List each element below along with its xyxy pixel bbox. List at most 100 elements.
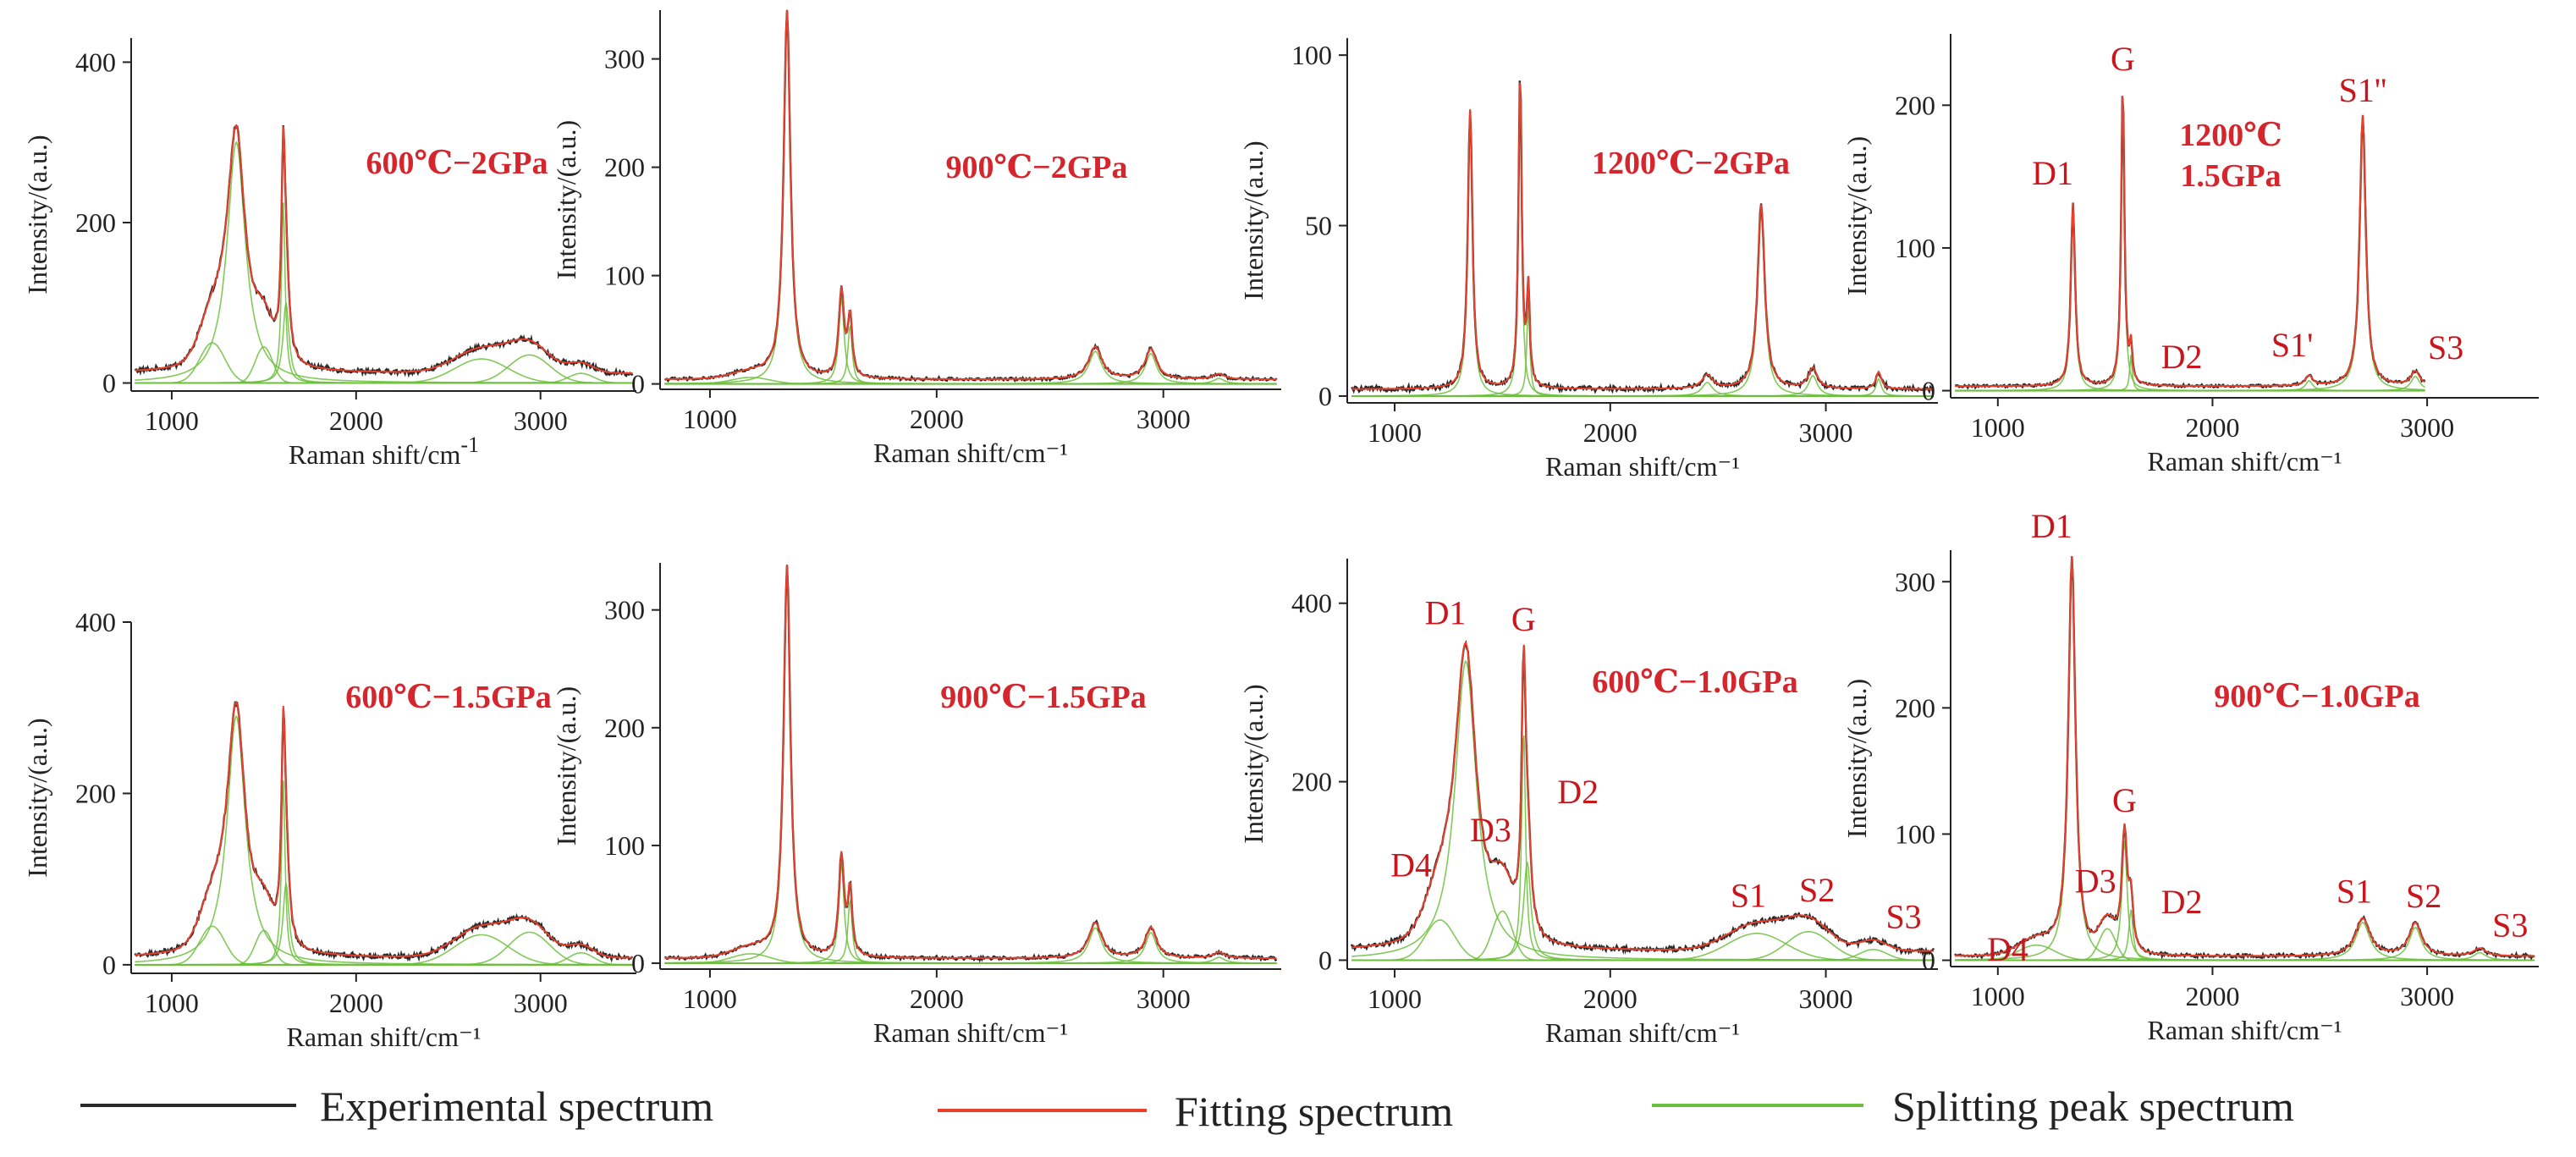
x-tick-label: 3000 xyxy=(1799,983,1853,1014)
panel-5: 1000 2000 3000 0 200 400 Raman shift/cm⁻¹ Inten… xyxy=(22,607,636,1052)
peak-label-s3: S3 xyxy=(1885,897,1921,935)
y-tick-label: 400 xyxy=(75,47,116,77)
panel-title: 900℃−2GPa xyxy=(946,150,1128,185)
legend-label-split: Splitting peak spectrum xyxy=(1892,1083,2294,1130)
splitting-peak-3 xyxy=(135,929,633,966)
splitting-peak-6 xyxy=(1351,374,1934,397)
panel-title: 1200℃ xyxy=(2179,118,2282,153)
x-tick-label: 1000 xyxy=(1368,983,1422,1014)
y-axis-label: Intensity/(a.u.) xyxy=(1238,140,1269,300)
fitting-spectrum xyxy=(664,565,1277,960)
splitting-peak-2 xyxy=(664,15,1277,385)
x-tick-label: 2000 xyxy=(1583,983,1638,1014)
peak-label-d2: D2 xyxy=(2161,338,2203,376)
panel-2: 1000 2000 3000 0 100 200 300 Raman shift/cm⁻¹ In… xyxy=(551,9,1281,468)
panel-title: 600℃−2GPa xyxy=(366,146,548,181)
splitting-peak-7 xyxy=(135,931,633,966)
panel-1: 1000 2000 3000 0 200 400 Raman shift/cm-1 Inten… xyxy=(22,38,636,470)
x-axis-label: Raman shift/cm⁻¹ xyxy=(1545,451,1740,482)
peak-label-s1: S1 xyxy=(1731,876,1766,914)
panel-subtitle: 1.5GPa xyxy=(2180,158,2281,194)
x-tick-label: 1000 xyxy=(683,404,737,434)
x-tick-label: 3000 xyxy=(514,988,568,1018)
panel-title: 600℃−1.0GPa xyxy=(1592,664,1797,700)
fitting-spectrum xyxy=(664,9,1277,381)
y-axis-label: Intensity/(a.u.) xyxy=(551,686,581,846)
splitting-peak-4 xyxy=(1955,840,2535,961)
y-tick-label: 100 xyxy=(1895,818,1935,849)
y-tick-label: 200 xyxy=(604,713,645,743)
fitting-spectrum xyxy=(1351,82,1934,390)
peak-label-d1: D1 xyxy=(1425,594,1467,632)
peak-label-d2: D2 xyxy=(1557,773,1599,811)
peak-label-d1: D1 xyxy=(2031,507,2072,545)
x-tick-label: 2000 xyxy=(329,405,383,436)
x-tick-label: 1000 xyxy=(1368,417,1422,448)
y-axis-label: Intensity/(a.u.) xyxy=(1841,679,1872,838)
peak-label-d4: D4 xyxy=(1390,846,1432,884)
peak-label-d3: D3 xyxy=(1470,811,1511,849)
x-tick-label: 2000 xyxy=(329,988,383,1018)
x-tick-label: 2000 xyxy=(2185,981,2239,1011)
y-tick-label: 100 xyxy=(1895,233,1935,263)
splitting-peak-1 xyxy=(135,925,633,966)
panel-title: 900℃−1.5GPa xyxy=(940,680,1146,715)
panel-8: 1000 2000 3000 0 100 200 300 Raman shift/cm⁻¹ In… xyxy=(1841,507,2539,1045)
x-tick-label: 3000 xyxy=(2400,981,2454,1011)
x-tick-label: 1000 xyxy=(1971,412,2025,443)
peak-label-d2: D2 xyxy=(2161,883,2203,921)
peak-label-s2: S2 xyxy=(1799,871,1835,909)
legend: Experimental spectrum Fitting spectrum S… xyxy=(80,1083,2294,1135)
x-tick-label: 3000 xyxy=(1137,404,1191,434)
y-tick-label: 0 xyxy=(1318,381,1332,411)
y-tick-label: 200 xyxy=(75,207,116,238)
peak-label-d3: D3 xyxy=(2075,862,2116,900)
fitting-spectrum xyxy=(1351,641,1934,952)
x-axis-label: Raman shift/cm⁻¹ xyxy=(873,1017,1068,1048)
panel-title: 1200℃−2GPa xyxy=(1592,146,1790,181)
panel-6: 1000 2000 3000 0 100 200 300 Raman shift/cm⁻¹ In… xyxy=(551,563,1281,1048)
x-tick-label: 1000 xyxy=(1971,981,2025,1011)
splitting-peak-2 xyxy=(664,572,1277,964)
x-axis-label: Raman shift/cm⁻¹ xyxy=(1545,1017,1740,1048)
peak-label-g: G xyxy=(1511,600,1536,638)
x-tick-label: 1000 xyxy=(683,983,737,1014)
splitting-peak-6 xyxy=(1351,933,1934,961)
x-tick-label: 3000 xyxy=(2400,412,2454,443)
y-tick-label: 100 xyxy=(1291,40,1332,70)
y-tick-label: 0 xyxy=(631,948,645,978)
y-tick-label: 100 xyxy=(604,830,645,861)
y-tick-label: 300 xyxy=(604,595,645,625)
x-tick-label: 2000 xyxy=(2185,412,2239,443)
y-tick-label: 400 xyxy=(1291,588,1332,619)
peak-label-g: G xyxy=(2112,781,2137,819)
x-tick-label: 3000 xyxy=(1799,417,1853,448)
y-tick-label: 300 xyxy=(1895,566,1935,597)
splitting-peak-6 xyxy=(135,934,633,966)
x-tick-label: 3000 xyxy=(1137,983,1191,1014)
y-axis-label: Intensity/(a.u.) xyxy=(1841,136,1872,295)
peak-label-s3: S3 xyxy=(2428,328,2463,366)
fitting-spectrum xyxy=(135,124,633,374)
splitting-peak-7 xyxy=(1351,930,1934,961)
y-tick-label: 200 xyxy=(75,778,116,808)
y-tick-label: 0 xyxy=(102,950,116,980)
x-tick-label: 1000 xyxy=(145,405,199,436)
legend-label-fit: Fitting spectrum xyxy=(1175,1088,1453,1135)
y-tick-label: 0 xyxy=(1922,376,1935,406)
experimental-spectrum xyxy=(664,565,1278,963)
y-tick-label: 100 xyxy=(604,261,645,291)
fitting-spectrum xyxy=(135,700,633,959)
splitting-peak-4 xyxy=(664,323,1277,385)
splitting-peak-3 xyxy=(1351,910,1934,961)
y-tick-label: 200 xyxy=(604,152,645,183)
peak-label-s1: S1 xyxy=(2337,872,2372,910)
x-tick-label: 2000 xyxy=(910,983,964,1014)
y-tick-label: 400 xyxy=(75,607,116,637)
x-axis-label: Raman shift/cm-1 xyxy=(289,432,479,470)
fitting-spectrum xyxy=(1955,555,2535,957)
splitting-peak-3 xyxy=(135,346,633,384)
x-tick-label: 3000 xyxy=(514,405,568,436)
x-tick-label: 1000 xyxy=(145,988,199,1018)
